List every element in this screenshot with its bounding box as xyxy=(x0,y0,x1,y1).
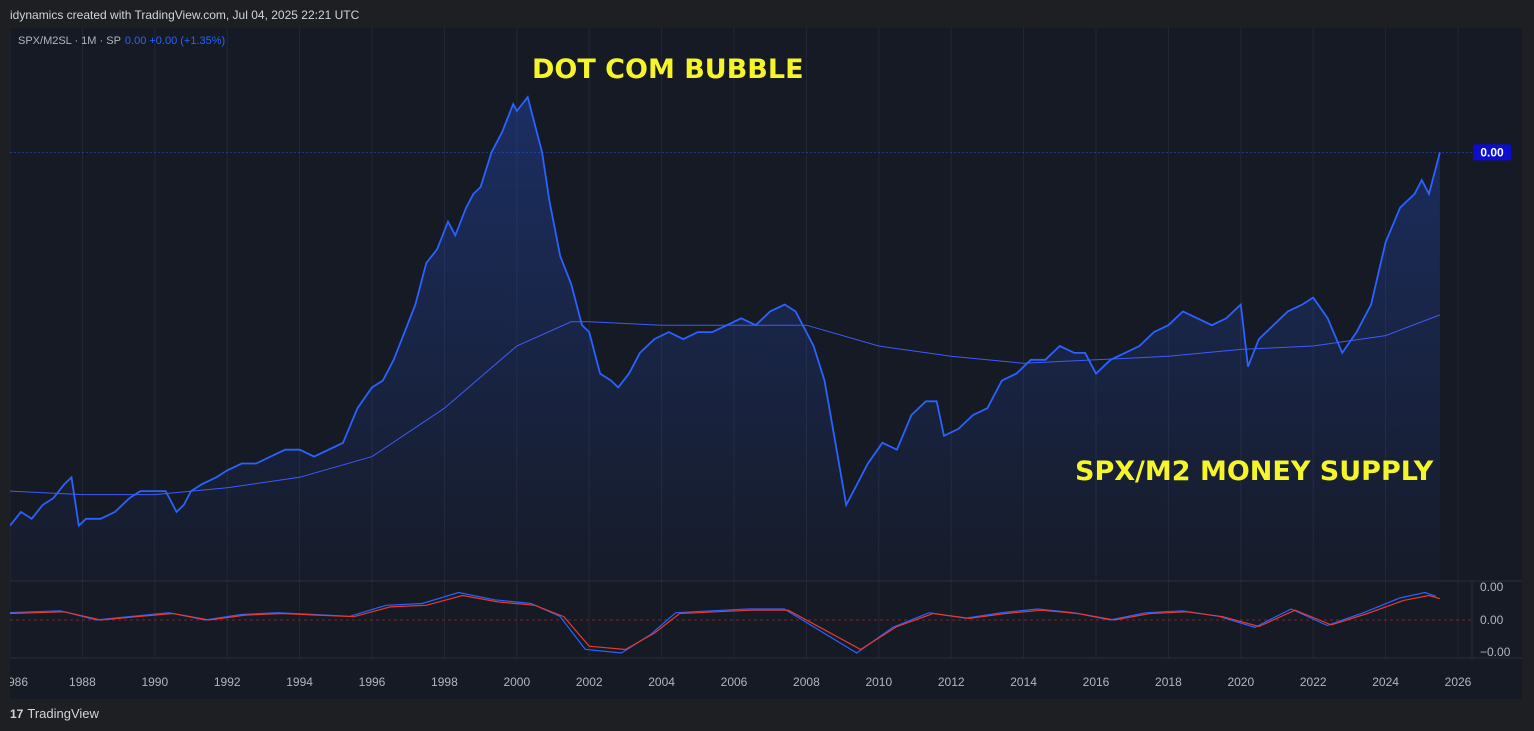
x-tick-label: 2004 xyxy=(648,675,675,689)
x-tick-label: 2024 xyxy=(1372,675,1399,689)
oscillator-tick-label: 0.00 xyxy=(1480,580,1504,594)
x-tick-label: 2008 xyxy=(793,675,820,689)
tradingview-logo-text: TradingView xyxy=(27,706,99,721)
x-tick-label: 2022 xyxy=(1300,675,1327,689)
top-bar: idynamics created with TradingView.com, … xyxy=(0,0,1534,28)
x-tick-label: 1996 xyxy=(359,675,386,689)
x-tick-label: 2016 xyxy=(1083,675,1110,689)
series-line xyxy=(10,95,1441,528)
oscillator-tick-label: −0.00 xyxy=(1480,645,1511,659)
x-tick-label: 2018 xyxy=(1155,675,1182,689)
x-tick-label: 1992 xyxy=(214,675,241,689)
oscillator-signal-line xyxy=(10,594,1441,651)
legend-label: SPX/M2SL · 1M · SP xyxy=(18,35,121,47)
series-legend[interactable]: SPX/M2SL · 1M · SP 0.00 +0.00 (+1.35%) xyxy=(18,35,225,47)
legend-values: 0.00 +0.00 (+1.35%) xyxy=(124,35,226,47)
chart-panel[interactable]: 0.00 DOT COM BUBBLE SPX/M2 MONEY SUPPLY … xyxy=(10,28,1522,699)
x-tick-label: 2006 xyxy=(721,675,748,689)
x-tick-label: 1994 xyxy=(286,675,313,689)
oscillator-tick-label: 0.00 xyxy=(1480,613,1504,627)
x-tick-label: 2010 xyxy=(865,675,892,689)
tradingview-logo[interactable]: 17 TradingView xyxy=(10,706,99,721)
oscillator-price-scale: 0.00 0.00 −0.00 xyxy=(1480,580,1511,659)
moving-average-line xyxy=(10,314,1441,496)
chart-credit: idynamics created with TradingView.com, … xyxy=(10,8,360,22)
price-badge: 0.00 xyxy=(1473,144,1511,161)
x-tick-label: 2020 xyxy=(1227,675,1254,689)
tradingview-logo-icon: 17 xyxy=(10,707,24,721)
oscillator-line xyxy=(10,591,1437,654)
x-tick-label: 2014 xyxy=(1010,675,1037,689)
chart-svg[interactable]: 0.00 DOT COM BUBBLE SPX/M2 MONEY SUPPLY … xyxy=(10,28,1522,699)
x-tick-label: 2026 xyxy=(1445,675,1472,689)
price-badge-label: 0.00 xyxy=(1480,145,1504,159)
x-tick-label: 2000 xyxy=(503,675,530,689)
annotation-dot-com: DOT COM BUBBLE xyxy=(532,54,804,85)
annotation-money-supply: SPX/M2 MONEY SUPPLY xyxy=(1075,456,1434,487)
x-tick-label: 2012 xyxy=(938,675,965,689)
series-area-fill xyxy=(10,97,1440,581)
x-tick-label: 986 xyxy=(10,675,28,689)
footer-bar: 17 TradingView xyxy=(0,699,1534,731)
x-tick-label: 1990 xyxy=(141,675,168,689)
x-tick-label: 2002 xyxy=(576,675,603,689)
x-tick-label: 1988 xyxy=(69,675,96,689)
x-tick-label: 1998 xyxy=(431,675,458,689)
time-axis: 986 1988 1990 1992 1994 1996 1998 2000 2002 2004 2… xyxy=(10,675,1472,689)
